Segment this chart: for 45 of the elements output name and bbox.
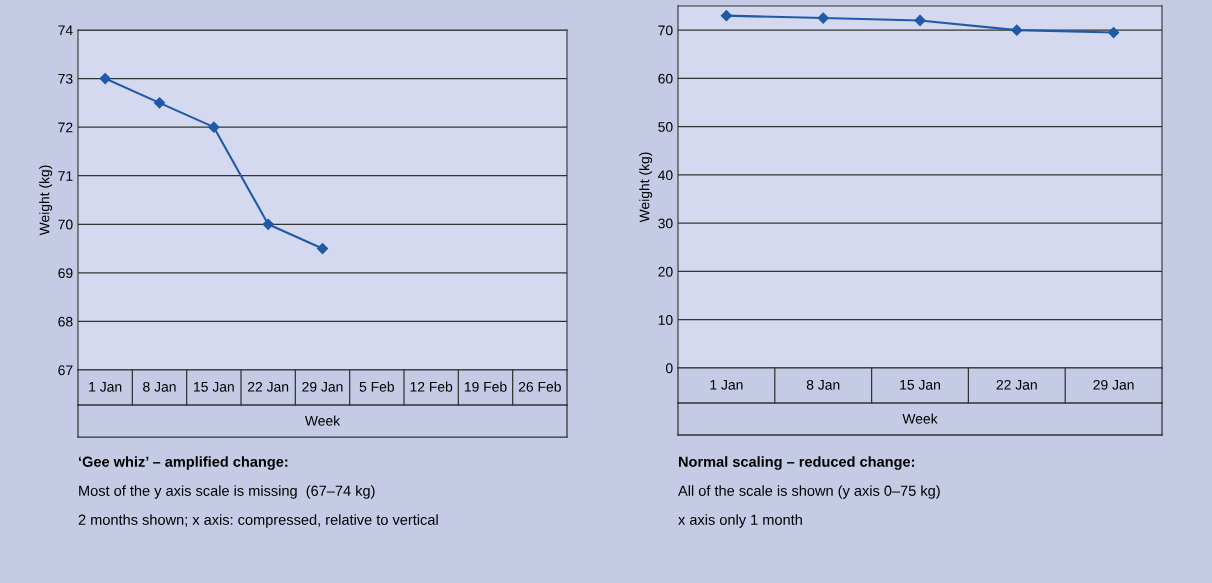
x-tick-label: 15 Jan [900, 380, 940, 390]
y-tick-label: 69 [58, 268, 73, 279]
x-tick-label: 29 Jan [302, 381, 343, 392]
x-tick-label: 8 Jan [143, 381, 176, 392]
point [153, 97, 166, 109]
point [208, 121, 220, 133]
x-tick-label: 1 Jan [89, 382, 122, 392]
y-axis-title: Weight (kg) [39, 165, 53, 236]
x-tick-label: 22 Jan [996, 379, 1037, 390]
x-axis-title: Week [902, 413, 938, 424]
y-tick-label: 73 [58, 73, 73, 84]
x-tick-label: 22 Jan [248, 381, 289, 392]
x-tick-label: 29 Jan [1093, 379, 1134, 390]
x-axis-title: Week [304, 415, 341, 426]
x-tick-label: 19 Feb [464, 381, 507, 392]
y-tick-label: 30 [658, 218, 673, 229]
x-tick-label: 26 Feb [518, 381, 561, 392]
y-tick-label: 10 [658, 315, 673, 325]
text: Most of the y axis scale is missing (67–74 kg) [79, 485, 375, 499]
y-tick-label: 60 [658, 73, 673, 84]
point [99, 72, 111, 85]
x-tick-label: 5 Feb [359, 381, 395, 392]
x-tick-label: 12 Feb [410, 381, 453, 392]
x-tick-label: 15 Jan [194, 382, 234, 392]
y-tick-label: 70 [658, 25, 673, 36]
text: Normal scaling – reduced change: [678, 456, 915, 470]
y-tick-label: 20 [658, 266, 673, 277]
point [316, 242, 329, 255]
y-tick-label: 67 [58, 365, 73, 376]
text: ‘Gee whiz’ – amplified change: [78, 456, 288, 470]
y-tick-label: 50 [658, 122, 673, 132]
y-tick-label: 40 [658, 170, 673, 181]
text: 2 months shown; x axis: compressed, relative to vertical [78, 514, 438, 528]
text: x axis only 1 month [678, 514, 802, 528]
point [262, 218, 274, 230]
y-tick-label: 70 [58, 219, 73, 230]
x-tick-label: 1 Jan [710, 380, 743, 390]
y-tick-label: 0 [665, 363, 673, 374]
y-tick-label: 74 [58, 25, 73, 36]
y-tick-label: 71 [58, 171, 73, 181]
y-tick-label: 68 [58, 316, 73, 327]
y-tick-label: 72 [58, 122, 73, 133]
x-tick-label: 8 Jan [806, 379, 840, 390]
text: All of the scale is shown (y axis 0–75 kg) [678, 485, 940, 499]
y-axis-title: Weight (kg) [639, 152, 653, 223]
